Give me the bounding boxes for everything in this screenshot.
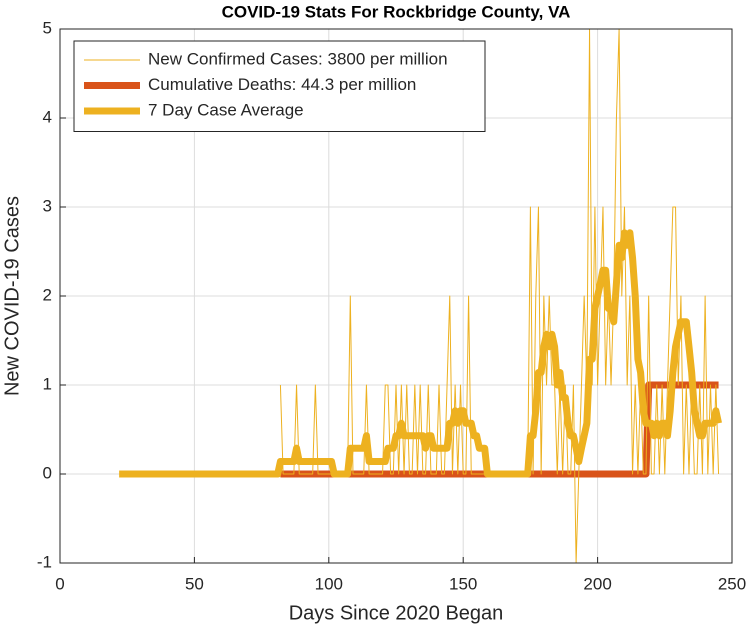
- x-axis-label: Days Since 2020 Began: [289, 602, 504, 624]
- legend-label: 7 Day Case Average: [148, 100, 304, 119]
- x-tick-label: 150: [449, 574, 477, 593]
- chart-title: COVID-19 Stats For Rockbridge County, VA: [222, 2, 571, 21]
- legend-label: New Confirmed Cases: 3800 per million: [148, 49, 448, 68]
- y-tick-label: -1: [37, 552, 52, 571]
- x-tick-label: 100: [315, 574, 343, 593]
- x-tick-label: 200: [583, 574, 611, 593]
- legend-box: [73, 40, 486, 132]
- y-tick-label: 3: [43, 196, 52, 215]
- series-line: [279, 29, 720, 563]
- y-tick-label: 5: [43, 18, 52, 37]
- y-tick-label: 4: [43, 107, 52, 126]
- y-axis-label: New COVID-19 Cases: [1, 196, 23, 396]
- x-tick-label: 250: [718, 574, 746, 593]
- y-tick-label: 0: [43, 463, 52, 482]
- x-tick-label: 50: [185, 574, 204, 593]
- legend-label: Cumulative Deaths: 44.3 per million: [148, 75, 416, 94]
- x-tick-label: 0: [55, 574, 64, 593]
- y-tick-label: 1: [43, 374, 52, 393]
- y-tick-label: 2: [43, 285, 52, 304]
